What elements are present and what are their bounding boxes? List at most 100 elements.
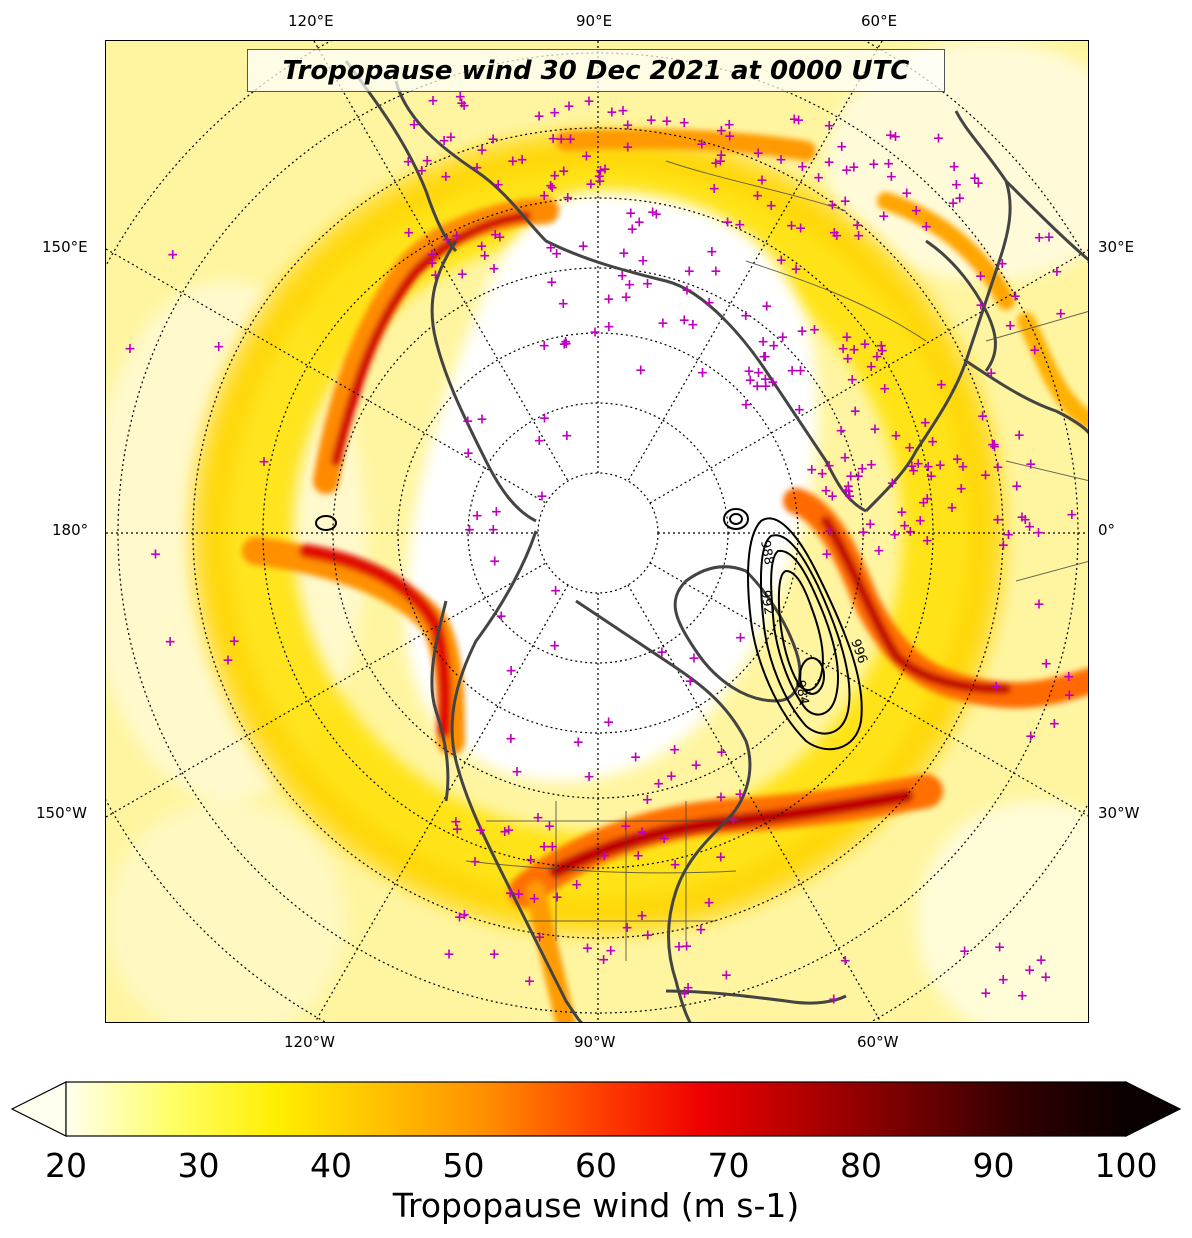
observation-marker: + <box>957 459 969 475</box>
colorbar-tick-label: 20 <box>45 1146 87 1185</box>
observation-marker: + <box>549 168 561 184</box>
observation-marker: + <box>760 372 772 388</box>
observation-marker: + <box>533 109 545 125</box>
border-line <box>665 160 847 212</box>
observation-marker: + <box>563 98 575 114</box>
observation-marker: + <box>681 938 693 954</box>
observation-marker: + <box>545 178 557 194</box>
observation-marker: + <box>487 522 499 538</box>
observation-marker: + <box>841 162 853 178</box>
map-title-box: Tropopause wind 30 Dec 2021 at 0000 UTC <box>247 49 945 92</box>
observation-marker: + <box>505 886 517 902</box>
observation-marker: + <box>724 129 736 145</box>
observation-marker: + <box>710 264 722 280</box>
colorbar-tick-label: 60 <box>575 1146 617 1185</box>
lon-label-bottom-120w: 120°W <box>284 1033 335 1051</box>
colorbar-tick-label: 30 <box>177 1146 220 1185</box>
observation-marker: + <box>690 757 702 773</box>
observation-marker: + <box>622 140 634 156</box>
lon-label-right-30e: 30°E <box>1098 238 1135 256</box>
observation-marker: + <box>794 402 806 418</box>
lon-label-right-0: 0° <box>1098 521 1116 539</box>
observation-marker: + <box>222 653 234 669</box>
observation-marker: + <box>1011 479 1023 495</box>
observation-marker: + <box>848 342 860 358</box>
observation-marker: + <box>759 349 771 365</box>
observation-marker: + <box>797 159 809 175</box>
coastline-greenland <box>673 565 802 703</box>
observation-marker: + <box>678 312 690 328</box>
observation-marker: + <box>987 437 999 453</box>
observation-marker: + <box>767 375 779 391</box>
colorbar-tick-label: 100 <box>1094 1146 1158 1185</box>
observation-marker: + <box>809 322 821 338</box>
observation-marker: + <box>946 500 958 516</box>
observation-marker: + <box>673 939 685 955</box>
lon-label-left-150e: 150°E <box>42 238 88 256</box>
observation-marker: + <box>868 156 880 172</box>
observation-marker: + <box>879 381 891 397</box>
observation-marker: + <box>695 922 707 938</box>
observation-marker: + <box>445 129 457 145</box>
lon-label-top-120e: 120°E <box>288 12 334 30</box>
observation-marker: + <box>516 152 528 168</box>
observation-marker: + <box>555 132 567 148</box>
observation-marker: + <box>451 228 463 244</box>
observation-marker: + <box>657 315 669 331</box>
observation-marker: + <box>735 630 747 646</box>
observation-marker: + <box>538 188 550 204</box>
observation-marker: + <box>989 439 1001 455</box>
observation-marker: + <box>603 319 615 335</box>
observation-marker: + <box>846 372 858 388</box>
observation-marker: + <box>507 153 519 169</box>
colorbar-extend-max <box>1125 1081 1182 1137</box>
observation-marker: + <box>905 524 917 540</box>
observation-marker: + <box>1035 952 1047 968</box>
observation-marker: + <box>908 463 920 479</box>
colorbar-tick-label: 90 <box>972 1146 1015 1185</box>
observation-marker: + <box>642 276 654 292</box>
observation-marker: + <box>1064 688 1076 704</box>
observation-marker: + <box>973 176 985 192</box>
observation-marker: + <box>616 268 628 284</box>
observation-marker: + <box>715 153 727 169</box>
observation-marker: + <box>885 128 897 144</box>
observation-marker: + <box>998 537 1010 553</box>
coastlines <box>344 60 1088 1022</box>
observation-marker: + <box>402 154 414 170</box>
colorbar <box>10 1081 1182 1137</box>
observation-marker: + <box>1019 512 1031 528</box>
observation-marker: + <box>873 543 885 559</box>
observation-marker: + <box>636 824 648 840</box>
observation-marker: + <box>734 786 746 802</box>
border-line <box>1005 460 1088 482</box>
observation-marker: + <box>426 256 438 272</box>
observation-marker: + <box>994 940 1006 956</box>
observation-marker: + <box>839 953 851 969</box>
observation-marker: + <box>824 523 836 539</box>
observation-marker: + <box>756 172 768 188</box>
observation-marker: + <box>562 190 574 206</box>
observation-marker: + <box>164 634 176 650</box>
observation-marker: + <box>975 297 987 313</box>
observation-marker: + <box>975 268 987 284</box>
border-line <box>1015 561 1088 582</box>
observation-marker: + <box>856 461 868 477</box>
observation-marker: + <box>901 186 913 202</box>
observation-marker: + <box>167 247 179 263</box>
observation-marker: + <box>1043 230 1055 246</box>
observation-marker: + <box>721 968 733 984</box>
observation-marker: + <box>681 283 693 299</box>
observation-marker: + <box>524 974 536 990</box>
observation-marker: + <box>606 105 618 121</box>
observation-marker: + <box>740 308 752 324</box>
observation-marker: + <box>489 227 501 243</box>
observation-marker: + <box>1066 507 1078 523</box>
observation-marker: + <box>558 336 570 352</box>
observation-marker: + <box>582 941 594 957</box>
observation-marker: + <box>494 230 506 246</box>
observation-marker: + <box>560 334 572 350</box>
observation-marker: + <box>829 225 841 241</box>
lon-label-left-150w: 150°W <box>36 804 87 822</box>
observation-marker: + <box>593 168 605 184</box>
